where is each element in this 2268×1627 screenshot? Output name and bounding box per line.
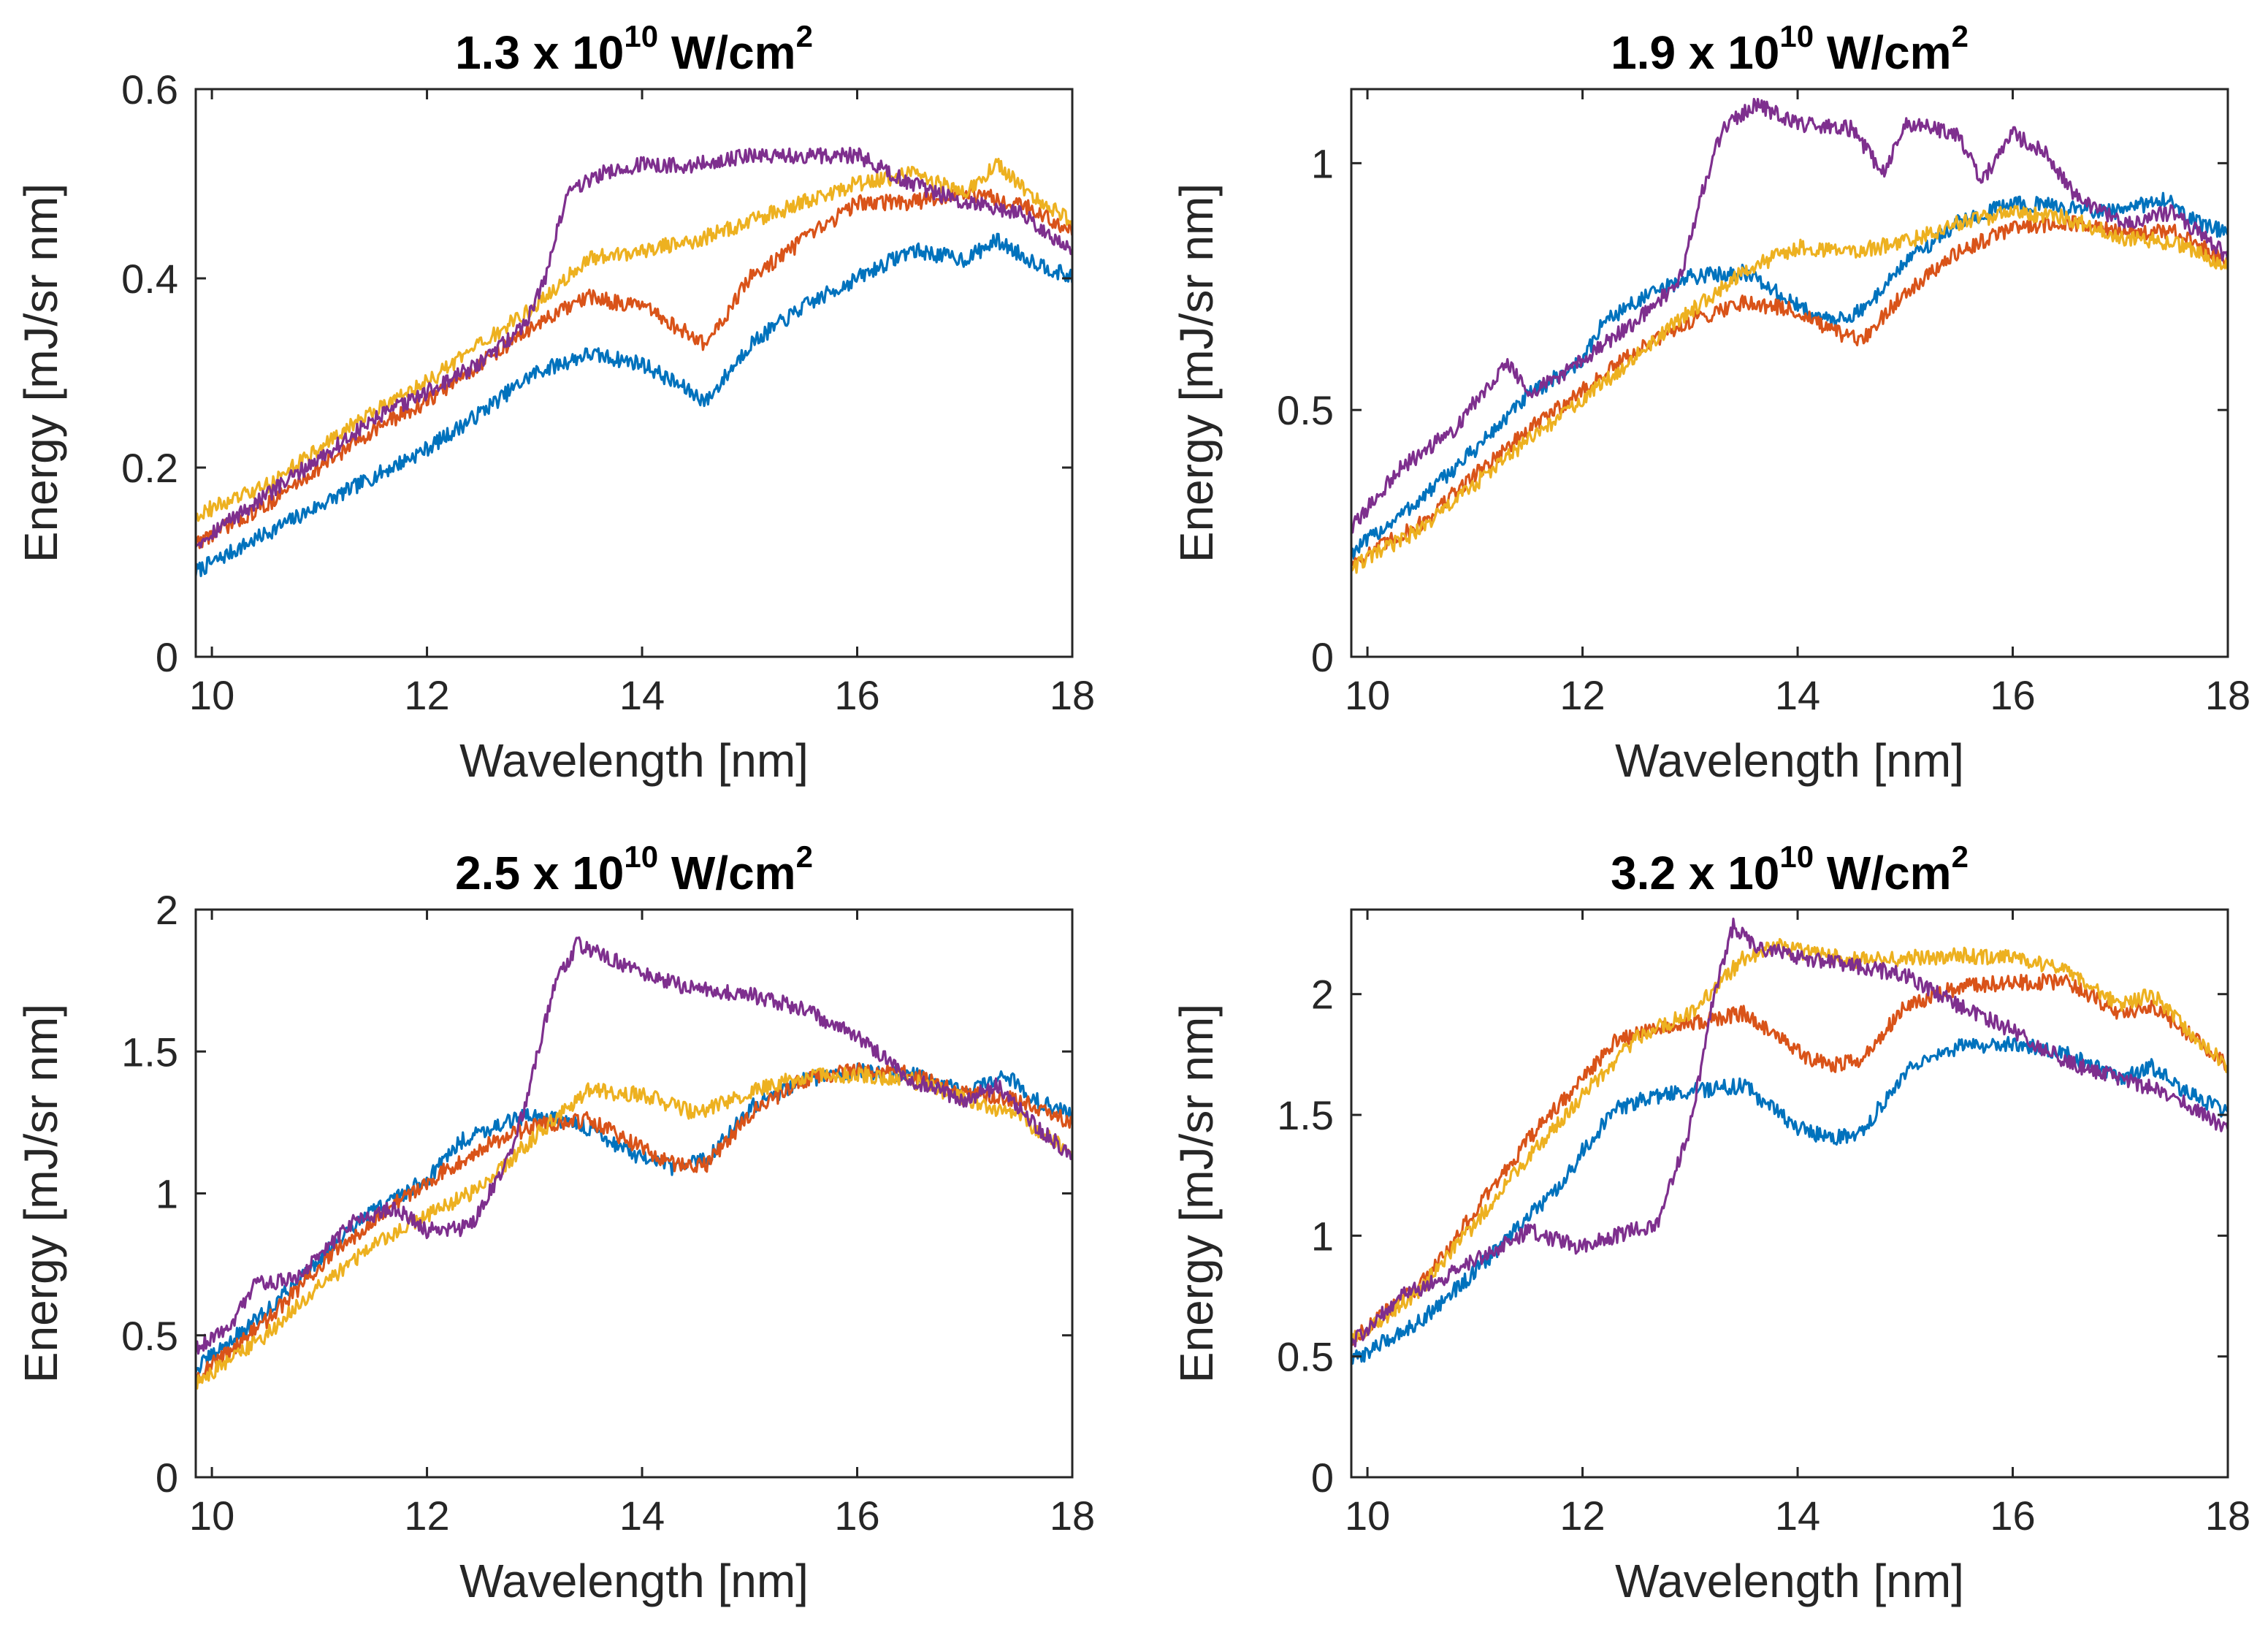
series-line-1 bbox=[1351, 191, 2228, 560]
x-axis-label: Wavelength [nm] bbox=[1615, 1555, 1964, 1607]
y-tick-label: 0.6 bbox=[121, 66, 178, 113]
x-tick-label: 12 bbox=[404, 672, 449, 718]
chart-title: 1.9 x 1010 W/cm2 bbox=[1611, 19, 1969, 79]
x-axis-label: Wavelength [nm] bbox=[459, 1555, 809, 1607]
y-tick-label: 0 bbox=[1311, 1455, 1334, 1501]
axes-box bbox=[194, 88, 1074, 658]
y-tick-label: 0.5 bbox=[121, 1313, 178, 1359]
x-tick-label: 16 bbox=[1990, 672, 2035, 718]
y-axis-label: Energy [mJ/sr nm] bbox=[1170, 183, 1223, 563]
y-tick-label: 0 bbox=[156, 634, 178, 680]
chart-title: 3.2 x 1010 W/cm2 bbox=[1611, 839, 1969, 899]
chart-panel-3: 10 12 14 16 18 0 0.5 1 1.5 2 Wavelength [nm] Energy… bbox=[15, 839, 1095, 1607]
x-tick-label: 12 bbox=[404, 1493, 449, 1539]
x-tick-label: 18 bbox=[1050, 1493, 1095, 1539]
series-line-1 bbox=[1351, 1035, 2228, 1365]
series-line-2 bbox=[196, 186, 1072, 549]
y-tick-label: 0 bbox=[1311, 634, 1334, 680]
series-line-3 bbox=[196, 157, 1072, 522]
chart-panel-2: 10 12 14 16 18 0 0.5 1 Wavelength [nm] Energy [mJ… bbox=[1170, 19, 2250, 787]
x-axis-label: Wavelength [nm] bbox=[459, 734, 809, 787]
series-line-4 bbox=[196, 936, 1072, 1355]
y-tick-label: 2 bbox=[1311, 972, 1334, 1018]
series-line-3 bbox=[1351, 205, 2228, 574]
y-tick-label: 1.5 bbox=[121, 1029, 178, 1075]
series-line-3 bbox=[1351, 937, 2228, 1346]
axes-box bbox=[194, 908, 1074, 1479]
y-tick-label: 1 bbox=[156, 1171, 178, 1217]
x-tick-label: 10 bbox=[1345, 672, 1390, 718]
x-tick-label: 12 bbox=[1559, 672, 1605, 718]
x-tick-label: 18 bbox=[1050, 672, 1095, 718]
y-axis-label: Energy [mJ/sr nm] bbox=[15, 183, 67, 563]
x-tick-label: 10 bbox=[189, 672, 234, 718]
series-line-2 bbox=[1351, 972, 2228, 1346]
x-tick-label: 16 bbox=[834, 672, 879, 718]
series-line-2 bbox=[196, 1062, 1072, 1383]
chart-title: 1.3 x 1010 W/cm2 bbox=[455, 19, 813, 79]
x-axis-label: Wavelength [nm] bbox=[1615, 734, 1964, 787]
y-tick-label: 0.5 bbox=[1277, 1334, 1334, 1380]
x-tick-label: 14 bbox=[619, 1493, 665, 1539]
chart-title: 2.5 x 1010 W/cm2 bbox=[455, 839, 813, 899]
y-tick-label: 1 bbox=[1311, 140, 1334, 186]
x-tick-label: 16 bbox=[834, 1493, 879, 1539]
x-tick-label: 12 bbox=[1559, 1493, 1605, 1539]
y-tick-label: 0.2 bbox=[121, 445, 178, 491]
x-tick-label: 10 bbox=[189, 1493, 234, 1539]
series-line-1 bbox=[196, 232, 1072, 577]
series-line-3 bbox=[196, 1066, 1072, 1390]
y-axis-label: Energy [mJ/sr nm] bbox=[15, 1004, 67, 1383]
x-tick-label: 14 bbox=[619, 672, 665, 718]
y-tick-label: 1 bbox=[1311, 1213, 1334, 1259]
axes-box bbox=[1350, 908, 2229, 1479]
y-tick-label: 2 bbox=[156, 887, 178, 933]
chart-panel-1: 10 12 14 16 18 0 0.2 0.4 0.6 Wavelength [nm] Energ… bbox=[15, 19, 1095, 787]
x-tick-label: 16 bbox=[1990, 1493, 2035, 1539]
x-tick-label: 18 bbox=[2205, 672, 2250, 718]
y-axis-label: Energy [mJ/sr nm] bbox=[1170, 1004, 1223, 1383]
series-line-4 bbox=[1351, 918, 2228, 1348]
series-line-4 bbox=[1351, 97, 2228, 534]
chart-panel-4: 10 12 14 16 18 0 0.5 1 1.5 2 Wavelength [nm] Energy… bbox=[1170, 839, 2250, 1607]
series-line-1 bbox=[196, 1062, 1072, 1374]
axes-box bbox=[1350, 88, 2229, 658]
x-tick-label: 18 bbox=[2205, 1493, 2250, 1539]
y-tick-label: 1.5 bbox=[1277, 1092, 1334, 1138]
y-tick-label: 0.5 bbox=[1277, 387, 1334, 433]
y-tick-label: 0 bbox=[156, 1455, 178, 1501]
x-tick-label: 14 bbox=[1775, 672, 1820, 718]
x-tick-label: 14 bbox=[1775, 1493, 1820, 1539]
x-tick-label: 10 bbox=[1345, 1493, 1390, 1539]
y-tick-label: 0.4 bbox=[121, 256, 178, 302]
series-line-4 bbox=[196, 146, 1072, 549]
